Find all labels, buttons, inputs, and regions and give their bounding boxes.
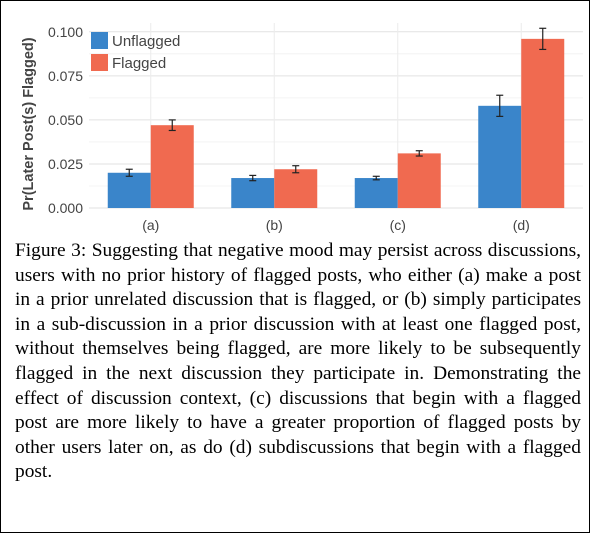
figure-caption: Figure 3: Suggesting that negative mood … bbox=[15, 240, 581, 483]
x-tick-label: (a) bbox=[142, 217, 159, 233]
bar-chart: 0.000 0.025 0.050 0.075 0.100 (a) (b) (c) (d) P… bbox=[21, 23, 583, 233]
bar-unflagged-1 bbox=[231, 178, 275, 208]
bar-flagged-3 bbox=[521, 38, 565, 208]
bars bbox=[107, 38, 565, 208]
bar-flagged-1 bbox=[274, 169, 318, 208]
y-tick-label: 0.075 bbox=[48, 68, 83, 84]
legend-swatch-flagged bbox=[91, 54, 108, 71]
bar-unflagged-2 bbox=[354, 178, 398, 208]
x-tick-label: (d) bbox=[513, 217, 530, 233]
legend-swatch-unflagged bbox=[91, 32, 108, 49]
bar-unflagged-0 bbox=[107, 172, 151, 208]
bar-flagged-2 bbox=[397, 153, 441, 208]
y-tick-label: 0.050 bbox=[48, 112, 83, 128]
bar-flagged-0 bbox=[150, 125, 194, 208]
error-bars bbox=[125, 27, 547, 182]
y-tick-label: 0.025 bbox=[48, 156, 83, 172]
x-tick-labels: (a) (b) (c) (d) bbox=[142, 217, 530, 233]
legend-label-unflagged: Unflagged bbox=[112, 33, 180, 50]
x-tick-label: (b) bbox=[266, 217, 283, 233]
bar-unflagged-3 bbox=[478, 105, 522, 208]
y-tick-label: 0.100 bbox=[48, 24, 83, 40]
y-tick-labels: 0.000 0.025 0.050 0.075 0.100 bbox=[48, 24, 83, 216]
y-tick-label: 0.000 bbox=[48, 200, 83, 216]
y-axis-label: Pr(Later Post(s) Flagged) bbox=[21, 37, 37, 210]
x-tick-label: (c) bbox=[390, 217, 406, 233]
legend: Unflagged Flagged bbox=[91, 32, 180, 72]
legend-label-flagged: Flagged bbox=[112, 55, 166, 72]
